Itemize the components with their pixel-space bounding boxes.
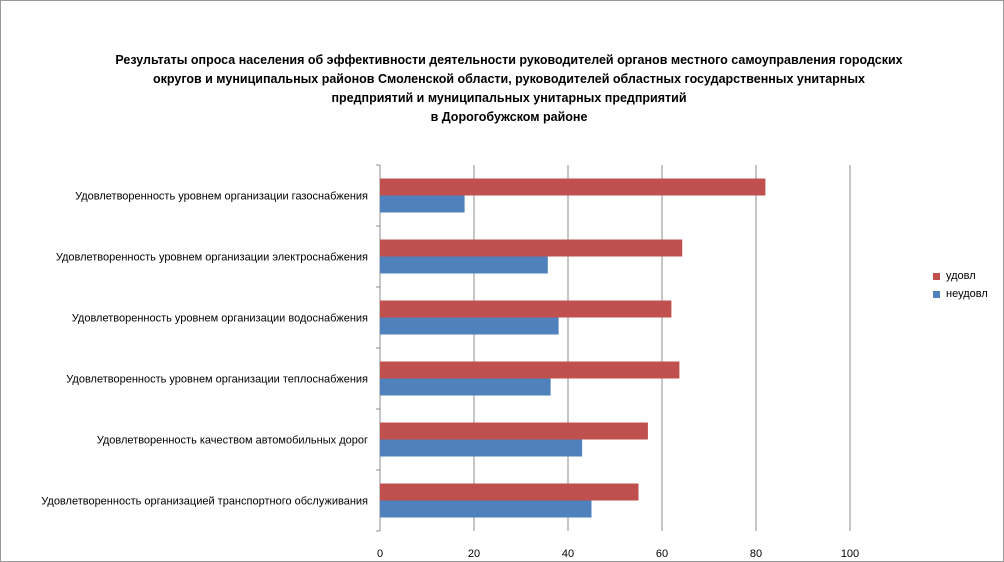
chart-title-line: в Дорогобужском районе (430, 110, 588, 124)
bar-udovl (380, 483, 639, 501)
chart-title: Результаты опроса населения об эффективн… (61, 51, 957, 127)
legend-label: удовл (946, 270, 976, 282)
bar-neudovl (380, 317, 559, 335)
category-label: Удовлетворенность организацией транспорт… (41, 496, 368, 508)
x-tick-label: 40 (562, 548, 574, 560)
chart-title-line: предприятий и муниципальных унитарных пр… (331, 91, 687, 105)
category-label: Удовлетворенность уровнем организации га… (75, 191, 368, 203)
bar-udovl (380, 361, 680, 379)
category-label: Удовлетворенность уровнем организации эл… (56, 252, 368, 264)
legend-swatch-udovl (933, 272, 940, 280)
bar-neudovl (380, 378, 551, 396)
bar-neudovl (380, 439, 583, 457)
bar-udovl (380, 239, 683, 257)
bar-udovl (380, 422, 648, 440)
x-tick-label: 20 (468, 548, 480, 560)
x-tick-label: 100 (841, 548, 859, 560)
chart-title-line: округов и муниципальных районов Смоленск… (153, 72, 865, 86)
x-tick-label: 0 (377, 548, 383, 560)
category-label: Удовлетворенность уровнем организации те… (66, 374, 368, 386)
legend-swatch-neudovl (933, 290, 940, 298)
bar-udovl (380, 300, 672, 318)
x-tick-label: 60 (656, 548, 668, 560)
bar-neudovl (380, 256, 548, 274)
x-tick-label: 80 (750, 548, 762, 560)
bar-udovl (380, 178, 766, 196)
legend: удовл неудовл (933, 267, 988, 303)
legend-item-udovl: удовл (933, 267, 988, 285)
bar-neudovl (380, 195, 465, 213)
legend-label: неудовл (946, 288, 988, 300)
bar-neudovl (380, 500, 592, 518)
chart-title-line: Результаты опроса населения об эффективн… (115, 53, 903, 67)
legend-item-neudovl: неудовл (933, 285, 988, 303)
category-label: Удовлетворенность качеством автомобильны… (97, 435, 368, 447)
category-label: Удовлетворенность уровнем организации во… (72, 313, 368, 325)
